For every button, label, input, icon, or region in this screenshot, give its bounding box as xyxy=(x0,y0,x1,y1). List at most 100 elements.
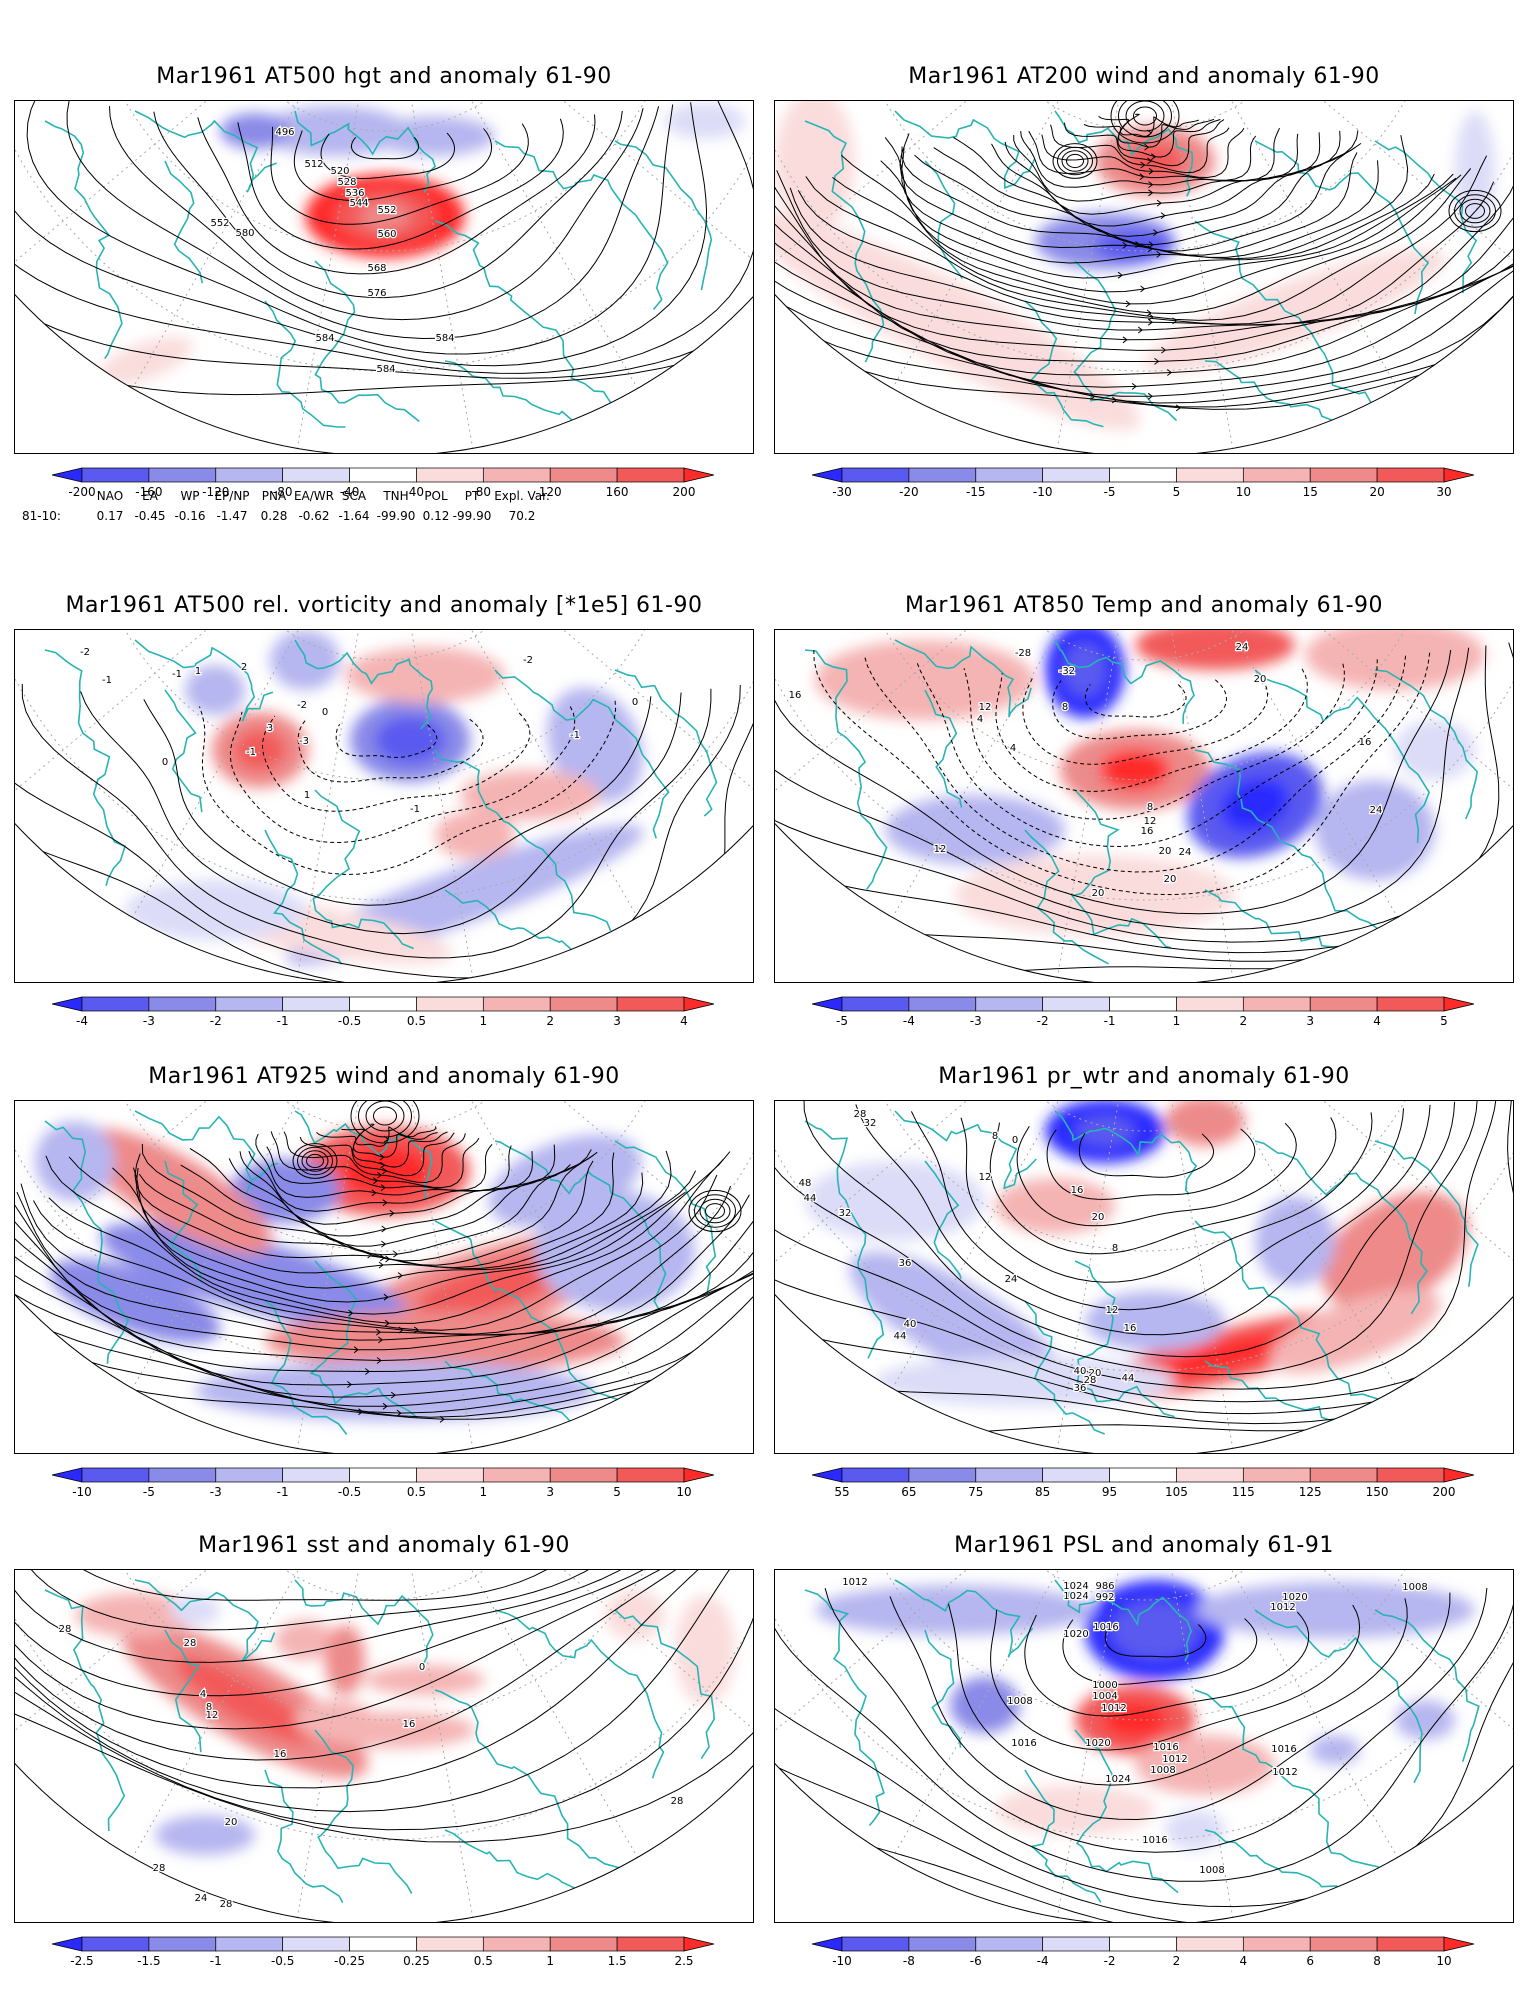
vortex-line xyxy=(1465,203,1485,219)
colorbar-swatch xyxy=(1309,1467,1378,1483)
colorbar-swatch xyxy=(841,1936,910,1952)
colorbar-tick-label: -120 xyxy=(202,485,229,499)
colorbar-tick-label: -3 xyxy=(210,1485,222,1499)
colorbar-swatch xyxy=(81,1467,150,1483)
index-header: SCA xyxy=(342,489,367,503)
contour-line xyxy=(15,1570,649,1631)
contour-line xyxy=(775,1573,1513,1908)
coastline xyxy=(294,110,437,193)
contour-label: 584 xyxy=(315,333,334,344)
coastline xyxy=(1374,1609,1480,1762)
colorbar-tick-label: -160 xyxy=(135,485,162,499)
contour-label: 8 xyxy=(1112,1243,1118,1254)
colorbar-tick-label: -5 xyxy=(143,1485,155,1499)
colorbar-tick-label: -10 xyxy=(1033,485,1053,499)
coastline xyxy=(312,789,414,950)
contour-label: 12 xyxy=(979,702,992,713)
coastline xyxy=(1074,1260,1175,1418)
coastline xyxy=(494,1140,667,1310)
colorbar-tick-label: 1 xyxy=(480,1485,488,1499)
colorbar-swatch xyxy=(482,996,551,1012)
coastline xyxy=(309,1260,418,1419)
contour-label: 1012 xyxy=(1270,1602,1295,1613)
colorbar-swatch xyxy=(908,1936,977,1952)
contour-line xyxy=(775,643,1452,915)
contour-label: 552 xyxy=(377,205,396,216)
map-content xyxy=(15,1101,753,1449)
anomaly-patch xyxy=(955,855,1235,935)
anomaly-patch xyxy=(1100,750,1170,790)
map-svg: -2 -1 2 3 -3 -2 0 1 -1 0 -1 1 -1 0 -2 -1 xyxy=(15,630,753,982)
colorbar-tick-label: 85 xyxy=(1035,1485,1050,1499)
coastlines xyxy=(44,1110,717,1436)
map-content xyxy=(775,101,1513,449)
colorbar-tick-label: 1 xyxy=(546,1954,554,1968)
colorbar-tick-label: -0.25 xyxy=(334,1954,365,1968)
colorbar-swatch xyxy=(908,996,977,1012)
contour-label: 584 xyxy=(435,333,454,344)
streamline-arrow xyxy=(382,1199,388,1207)
streamline-arrow xyxy=(1167,369,1173,376)
streamline-arrow xyxy=(1131,383,1137,390)
contour-label: 0 xyxy=(1012,1135,1018,1146)
coastline xyxy=(614,669,718,817)
anomaly-patch xyxy=(1195,1582,1475,1638)
colorbar: -200 -160 -120 -80 -40 40 80 120 160 200 xyxy=(14,462,754,522)
coastline xyxy=(444,360,597,436)
colorbar-tick-label: -40 xyxy=(340,485,360,499)
streamline-arrow xyxy=(1156,199,1162,207)
contour-line xyxy=(990,1604,1361,1751)
anomaly-patch xyxy=(1075,1115,1135,1147)
contour-line xyxy=(320,132,456,180)
anomaly-patch xyxy=(365,1665,485,1695)
anomaly-patch xyxy=(1157,1333,1293,1379)
colorbar-tick-label: -8 xyxy=(903,1954,915,1968)
contour-line xyxy=(1016,1122,1297,1227)
colorbar-tick-label: 20 xyxy=(1369,485,1384,499)
colorbar: -4 -3 -2 -1 -0.5 0.5 1 2 3 4 xyxy=(14,991,754,1051)
coastline xyxy=(1194,1689,1379,1868)
anomaly-patch xyxy=(1305,630,1485,690)
colorbar-tick-label: -0.5 xyxy=(338,1485,361,1499)
streamline-arrow xyxy=(1122,336,1128,344)
contour-label: 1016 xyxy=(1271,1744,1296,1755)
colorbar-tick-label: 150 xyxy=(1366,1485,1389,1499)
colorbar-swatch xyxy=(975,1936,1044,1952)
colorbar-swatch xyxy=(1042,1467,1110,1483)
colorbar-swatch xyxy=(841,996,910,1012)
streamline-arrow xyxy=(378,1261,384,1269)
map-content xyxy=(15,630,753,982)
streamline-arrow xyxy=(380,1184,386,1191)
colorbar-svg: -4 -3 -2 -1 -0.5 0.5 1 2 3 4 xyxy=(51,996,715,1028)
contour-line xyxy=(335,724,438,758)
contour-label: 40 xyxy=(904,1319,917,1330)
coastline xyxy=(1070,789,1172,949)
contour-line xyxy=(15,674,753,982)
contour-label: 48 xyxy=(799,1178,812,1189)
coastline xyxy=(294,1110,433,1199)
index-header: EA/WR xyxy=(294,489,334,503)
contour-label: 44 xyxy=(804,1193,817,1204)
colorbar-swatch xyxy=(282,467,350,483)
contour-line xyxy=(143,696,652,906)
panel-prwtr: Mar1961 pr_wtr and anomaly 61-90 28 32 0 8 1… xyxy=(774,1064,1514,1534)
contour-line xyxy=(963,663,1345,820)
colorbar-swatch xyxy=(1109,996,1177,1012)
contour-label: 1020 xyxy=(1282,1592,1307,1603)
contour-label: 1024 xyxy=(1105,1774,1130,1785)
coastline xyxy=(924,689,963,808)
colorbar-tick-label: -200 xyxy=(68,485,95,499)
colorbar-tick-label: -1 xyxy=(1104,1014,1116,1028)
coastline xyxy=(1194,220,1372,403)
index-header: NAO xyxy=(97,489,123,503)
colorbar-tick-label: 4 xyxy=(1373,1014,1381,1028)
coastline xyxy=(444,889,598,965)
colorbar-tick-label: 95 xyxy=(1102,1485,1117,1499)
colorbar-swatch xyxy=(1109,1936,1177,1952)
colorbar-arrow-right xyxy=(683,996,715,1012)
streamline-arrow xyxy=(379,1153,385,1161)
coastline xyxy=(1204,889,1355,965)
anomaly-patch xyxy=(885,795,1065,865)
coastline xyxy=(1254,1140,1428,1315)
anomaly-patch xyxy=(265,1311,625,1371)
